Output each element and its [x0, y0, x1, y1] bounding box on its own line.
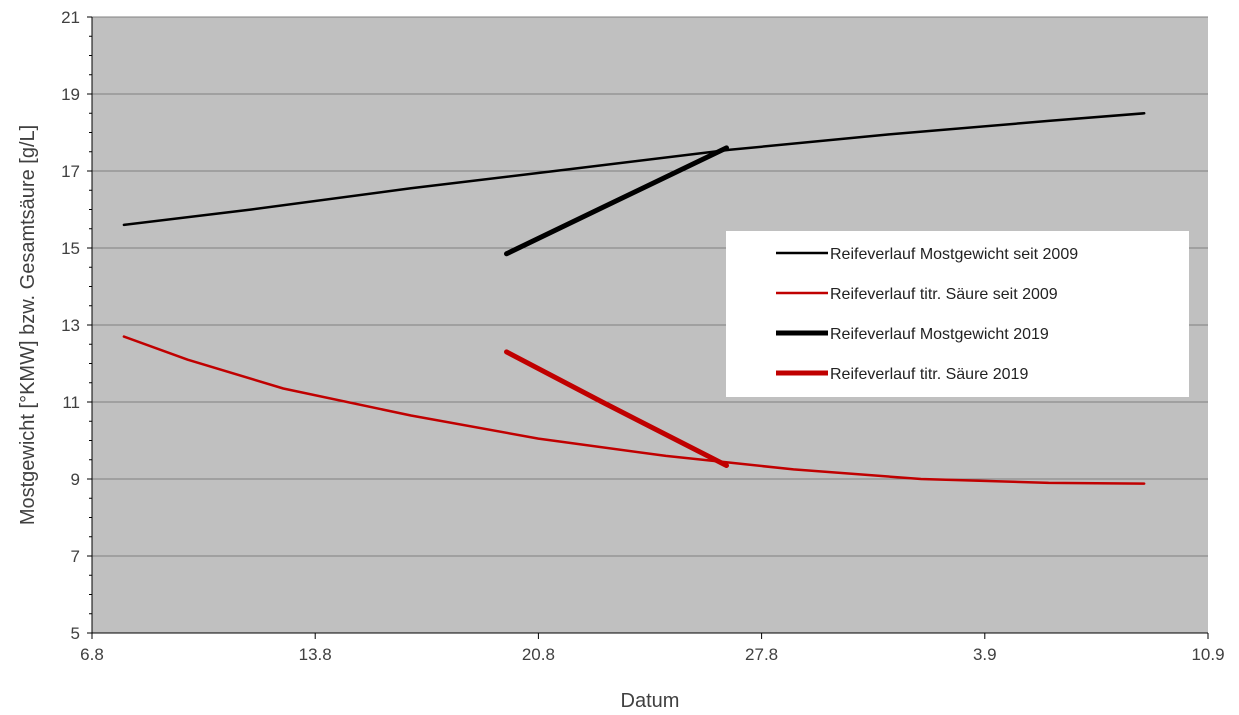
y-tick-label: 7 [71, 547, 80, 566]
legend: Reifeverlauf Mostgewicht seit 2009 Reifev… [726, 231, 1189, 397]
legend-label: Reifeverlauf Mostgewicht seit 2009 [830, 246, 1078, 263]
x-tick-label: 3.9 [973, 645, 997, 664]
legend-label: Reifeverlauf titr. Säure 2019 [830, 366, 1028, 383]
x-tick-label: 20.8 [522, 645, 555, 664]
y-tick-label: 5 [71, 624, 80, 643]
x-axis-title: Datum [621, 690, 680, 712]
series-line-2 [122, 335, 1146, 485]
y-tick-label: 13 [61, 316, 80, 335]
y-axis-title: Mostgewicht [°KMW] bzw. Gesamtsäure [g/L… [17, 125, 39, 525]
y-tick-label: 19 [61, 85, 80, 104]
legend-box [726, 231, 1189, 397]
legend-label: Reifeverlauf titr. Säure seit 2009 [830, 286, 1058, 303]
series-lines [122, 112, 1146, 485]
y-tick-label: 21 [61, 8, 80, 27]
x-tick-label: 27.8 [745, 645, 778, 664]
y-tick-label: 11 [62, 393, 80, 412]
gridlines [92, 16, 1208, 557]
legend-label: Reifeverlauf Mostgewicht 2019 [830, 326, 1049, 343]
y-tick-label: 9 [71, 470, 80, 489]
series-line-3 [504, 145, 729, 257]
y-tick-label: 17 [61, 162, 80, 181]
axes: 5 7 9 11 13 15 17 19 21 6.8 13.8 20.8 27.8 3.9 10.9 [61, 8, 1224, 664]
series-line-4 [504, 349, 729, 468]
series-line-1 [122, 112, 1146, 227]
x-tick-label: 6.8 [80, 645, 104, 664]
x-tick-label: 10.9 [1191, 645, 1224, 664]
y-tick-label: 15 [61, 239, 80, 258]
x-tick-label: 13.8 [299, 645, 332, 664]
